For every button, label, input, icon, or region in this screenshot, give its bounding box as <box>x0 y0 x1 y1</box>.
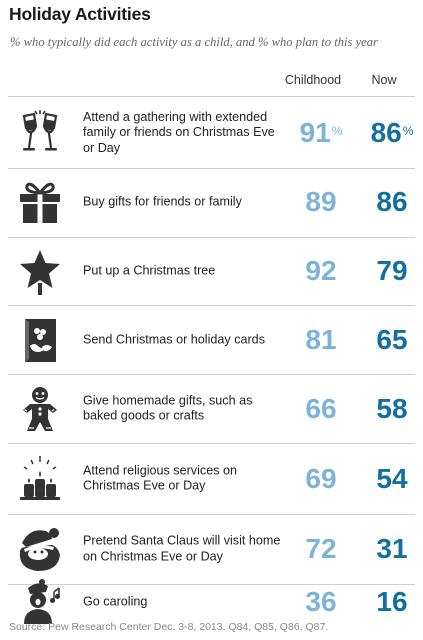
childhood-number: 89 <box>305 186 337 217</box>
christmas-tree-star-icon <box>16 248 64 296</box>
candles-icon <box>16 454 64 502</box>
champagne-glasses-icon <box>16 108 64 156</box>
activity-label: Send Christmas or holiday cards <box>83 331 265 346</box>
table-row: Buy gifts for friends or family 89 86 <box>8 167 415 238</box>
now-number: 86 <box>370 116 402 148</box>
childhood-value: 36 <box>291 587 351 617</box>
childhood-value: 89 <box>291 187 351 217</box>
table-row: Attend religious services on Christmas E… <box>8 443 415 515</box>
childhood-number: 69 <box>305 462 337 494</box>
activity-label: Put up a Christmas tree <box>83 263 216 278</box>
table-row: Put up a Christmas tree 92 79 <box>8 237 415 306</box>
gingerbread-man-icon <box>16 385 64 433</box>
percent-sign: % <box>331 123 343 138</box>
childhood-value: 91% <box>291 116 351 148</box>
now-number: 79 <box>376 255 408 286</box>
table-row: Give homemade gifts, such as baked goods… <box>8 374 415 444</box>
now-value: 58 <box>362 392 422 424</box>
activity-label: Go caroling <box>83 594 148 609</box>
source-note: Source: Pew Research Center Dec. 3-8, 20… <box>9 621 329 633</box>
holiday-card-icon <box>16 316 64 364</box>
now-value: 16 <box>362 587 422 617</box>
caroler-icon <box>16 578 64 626</box>
table-row: Pretend Santa Claus will visit home on C… <box>8 514 415 585</box>
now-number: 31 <box>376 533 408 564</box>
childhood-number: 36 <box>305 586 337 617</box>
now-value: 79 <box>362 256 422 286</box>
childhood-number: 66 <box>305 392 337 424</box>
childhood-number: 81 <box>305 323 337 355</box>
now-number: 86 <box>376 186 408 217</box>
table-row: Attend a gathering with extended family … <box>8 96 415 169</box>
now-number: 16 <box>376 586 408 617</box>
gift-box-icon <box>16 178 64 226</box>
childhood-value: 69 <box>291 462 351 494</box>
now-value: 86% <box>362 116 422 148</box>
now-value: 31 <box>362 534 422 564</box>
activity-label: Pretend Santa Claus will visit home on C… <box>83 533 281 564</box>
childhood-number: 92 <box>305 255 337 286</box>
now-value: 54 <box>362 462 422 494</box>
childhood-value: 92 <box>291 256 351 286</box>
santa-claus-icon <box>16 525 64 573</box>
chart-title: Holiday Activities <box>9 4 151 24</box>
childhood-value: 81 <box>291 323 351 355</box>
percent-sign: % <box>402 123 414 138</box>
activity-label: Give homemade gifts, such as baked goods… <box>83 393 253 423</box>
now-value: 65 <box>362 323 422 355</box>
activity-label: Attend religious services on Christmas E… <box>83 463 238 493</box>
childhood-value: 72 <box>291 534 351 564</box>
now-value: 86 <box>362 187 422 217</box>
activity-label: Attend a gathering with extended family … <box>83 109 275 155</box>
childhood-number: 91 <box>299 116 331 148</box>
column-header-childhood: Childhood <box>284 73 342 87</box>
column-header-now: Now <box>371 73 397 87</box>
chart-subtitle: % who typically did each activity as a c… <box>10 35 378 49</box>
now-number: 65 <box>376 323 408 355</box>
table-row: Go caroling 36 16 <box>8 579 415 624</box>
now-number: 58 <box>376 392 408 424</box>
childhood-value: 66 <box>291 392 351 424</box>
table-row: Send Christmas or holiday cards 81 65 <box>8 305 415 375</box>
now-number: 54 <box>376 462 408 494</box>
childhood-number: 72 <box>305 533 337 564</box>
activity-label: Buy gifts for friends or family <box>83 194 242 209</box>
